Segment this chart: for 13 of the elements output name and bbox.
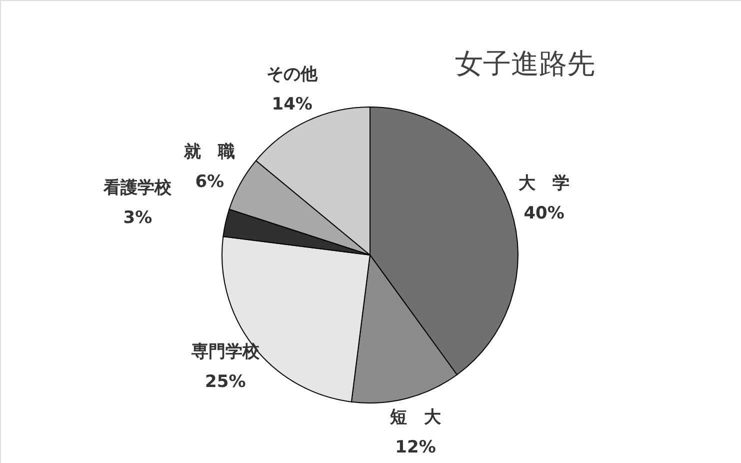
data-label: 6% [195, 172, 224, 192]
slice-label: 就 職 [183, 142, 236, 162]
slice-label: 大 学 [518, 173, 570, 194]
data-label: 14% [272, 94, 312, 114]
chart-title: 女子進路先 [455, 47, 595, 80]
slice-label: 看護学校 [102, 178, 173, 198]
data-label: 25% [205, 372, 246, 392]
data-label: 40% [524, 203, 564, 224]
slice-label: その他 [266, 64, 319, 84]
slice-label: 短 大 [389, 407, 442, 428]
data-label: 12% [395, 437, 436, 458]
slice-label: 専門学校 [190, 342, 260, 362]
data-label: 3% [123, 208, 152, 228]
